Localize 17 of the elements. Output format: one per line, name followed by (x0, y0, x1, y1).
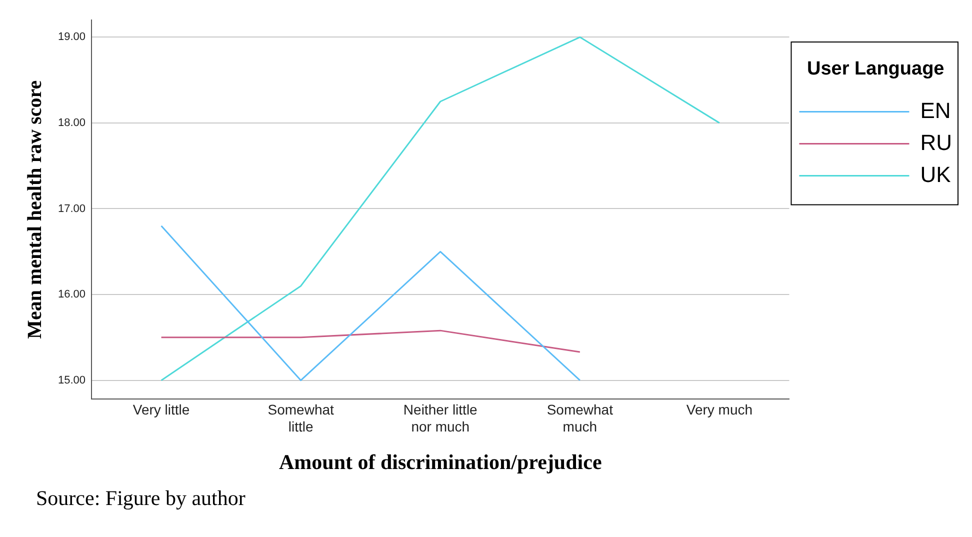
x-tick-label: Very much (686, 401, 753, 418)
legend-label: UK (920, 162, 952, 187)
x-tick-label: Somewhat much (546, 401, 614, 434)
y-tick-label: 17.00 (58, 202, 86, 215)
legend-title: User Language (806, 58, 944, 80)
source-note: Source: Figure by author (36, 486, 246, 511)
legend-label: RU (920, 130, 952, 155)
y-tick-label: 16.00 (58, 288, 86, 301)
y-tick-label: 15.00 (58, 374, 86, 386)
y-tick-label: 19.00 (58, 31, 86, 44)
x-axis-title: Amount of discrimination/prejudice (278, 450, 602, 474)
x-tick-label: Somewhat little (268, 401, 334, 434)
y-tick-label: 18.00 (58, 116, 86, 129)
x-tick-label: Neither little nor much (403, 401, 478, 434)
legend-label: EN (920, 98, 951, 123)
y-axis-title: Mean mental health raw score (24, 80, 46, 339)
x-tick-label: Very little (132, 401, 190, 418)
